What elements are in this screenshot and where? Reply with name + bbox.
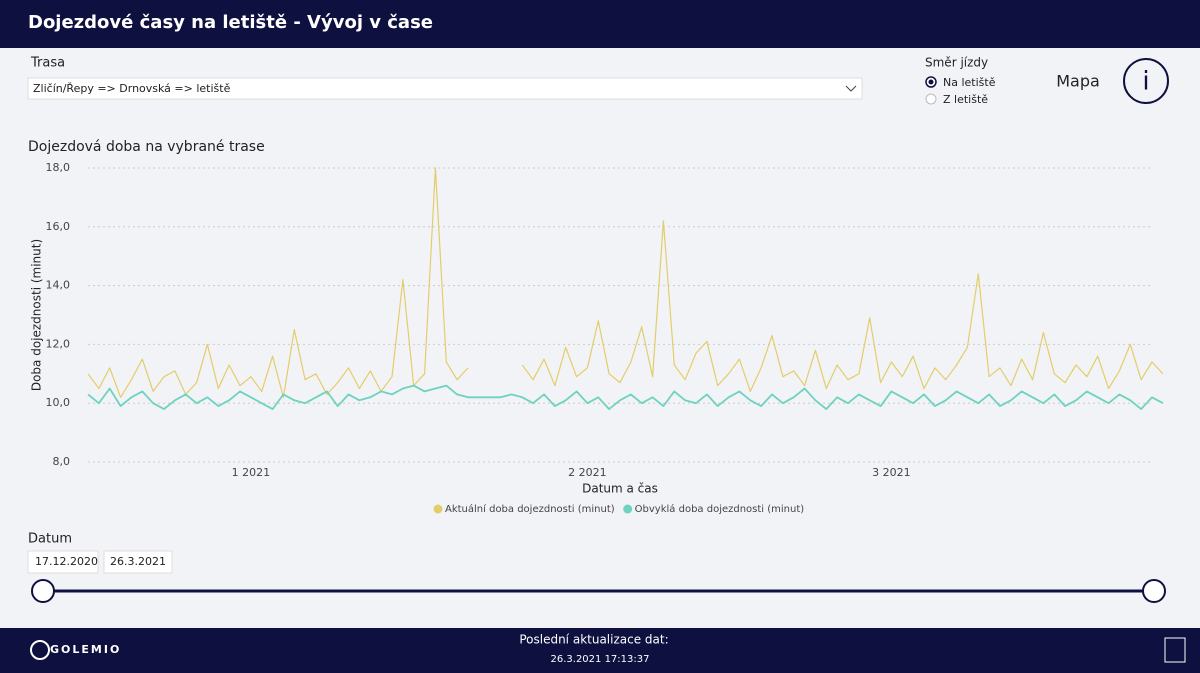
y-tick-label: 8,0 <box>53 455 71 468</box>
info-icon[interactable]: i <box>1142 67 1149 97</box>
radio-label[interactable]: Na letiště <box>943 76 996 89</box>
route-dropdown[interactable]: Zličín/Řepy => Drnovská => letiště <box>27 77 863 100</box>
logo-icon <box>30 640 50 660</box>
radio-dot[interactable] <box>928 79 934 85</box>
series-line <box>87 384 1164 410</box>
chart: 8,0 10,0 12,0 14,0 16,0 18,0 1 2021 2 2021 3 202… <box>46 161 1164 479</box>
y-tick-label: 18,0 <box>46 161 71 174</box>
date-label: Datum <box>28 532 72 547</box>
x-tick-label: 3 2021 <box>872 466 911 479</box>
date-to[interactable]: 26.3.2021 <box>110 555 166 568</box>
dropdown-value[interactable]: Zličín/Řepy => Drnovská => letiště <box>33 82 231 95</box>
page-title: Dojezdové časy na letiště - Vývoj v čase <box>28 12 433 33</box>
info-button[interactable] <box>1123 58 1169 104</box>
slider-handle[interactable] <box>31 579 55 603</box>
series-line <box>87 167 1164 398</box>
y-axis-label: Doba dojezdnosti (minut) <box>30 239 44 391</box>
header-bar <box>0 0 1200 48</box>
route-label: Trasa <box>30 56 65 71</box>
x-axis-label: Datum a čas <box>582 482 658 496</box>
map-button[interactable]: Mapa <box>1056 72 1100 91</box>
update-label: Poslední aktualizace dat: <box>519 633 668 647</box>
x-tick-label: 2 2021 <box>568 466 607 479</box>
oict-logo <box>1164 637 1186 663</box>
footer-bar <box>0 628 1200 673</box>
legend-marker <box>433 504 443 514</box>
date-from[interactable]: 17.12.2020 <box>35 555 98 568</box>
date-from-box[interactable] <box>27 550 99 574</box>
date-to-box[interactable] <box>103 550 173 574</box>
dropdown-arrow[interactable] <box>845 85 857 92</box>
legend-marker <box>623 504 633 514</box>
y-tick-label: 14,0 <box>46 279 71 292</box>
chart-title: Dojezdová doba na vybrané trase <box>28 139 265 155</box>
y-tick-label: 12,0 <box>46 337 71 350</box>
update-value: 26.3.2021 17:13:37 <box>551 654 650 665</box>
y-tick-label: 16,0 <box>46 220 71 233</box>
y-tick-label: 10,0 <box>46 396 71 409</box>
slider-handle[interactable] <box>1142 579 1166 603</box>
direction-label: Směr jízdy <box>925 56 988 70</box>
footer-logo: GOLEMIO <box>50 643 121 656</box>
legend: Aktuální doba dojezdnosti (minut) Obvyklá… <box>433 503 805 515</box>
radio-label[interactable]: Z letiště <box>943 93 988 106</box>
x-tick-label: 1 2021 <box>232 466 271 479</box>
legend-label: Obvyklá doba dojezdnosti (minut) <box>635 503 805 515</box>
dropdown-box[interactable] <box>27 77 863 100</box>
radio[interactable] <box>925 93 937 105</box>
legend-label: Aktuální doba dojezdnosti (minut) <box>445 503 615 515</box>
